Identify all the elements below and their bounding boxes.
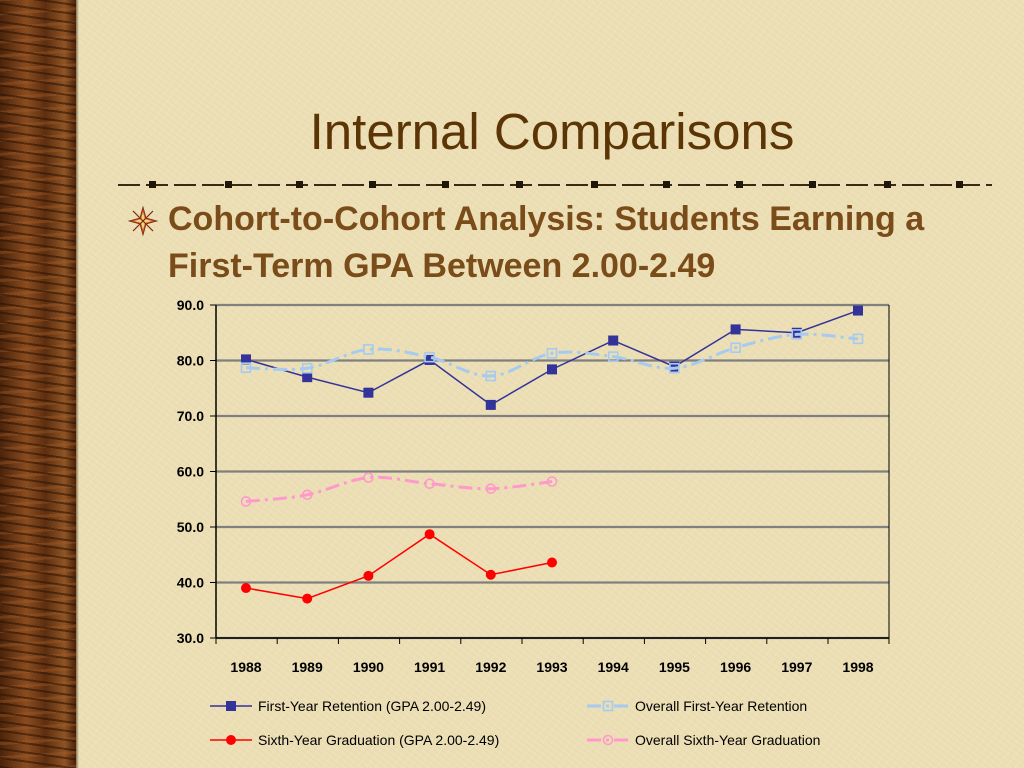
series-line-2	[245, 332, 859, 378]
y-tick-label: 50.0	[177, 519, 204, 535]
x-tick-label: 1998	[842, 659, 873, 675]
series-2-point	[730, 342, 741, 354]
series-2-point	[485, 370, 497, 382]
legend-marker	[226, 701, 236, 711]
series-4-point	[546, 476, 558, 487]
legend-marker	[602, 734, 614, 746]
compass-star-icon	[128, 206, 158, 236]
bullet-text: Cohort-to-Cohort Analysis: Students Earn…	[168, 200, 925, 285]
series-2-point	[240, 362, 252, 374]
series-1-point	[853, 305, 863, 316]
y-tick-label: 60.0	[177, 464, 204, 480]
x-tick-label: 1997	[781, 659, 812, 675]
legend-label: Sixth-Year Graduation (GPA 2.00-2.49)	[258, 732, 499, 748]
series-2-point	[424, 351, 435, 363]
wood-texture-sidebar	[0, 0, 76, 768]
x-tick-label: 1995	[659, 659, 690, 675]
series-3-point	[547, 557, 557, 568]
series-line-3	[245, 533, 553, 600]
series-2-point	[607, 351, 619, 362]
x-tick-label: 1994	[598, 659, 629, 675]
series-2-point	[669, 362, 680, 374]
series-2-point	[301, 362, 313, 374]
legend-label: Overall Sixth-Year Graduation	[635, 732, 820, 748]
series-1-point	[730, 324, 741, 335]
series-3-point	[302, 593, 313, 604]
series-line-4	[245, 475, 553, 503]
series-2-point	[363, 344, 374, 355]
series-1-point	[363, 387, 374, 398]
series-4-point	[363, 472, 374, 483]
x-tick-label: 1988	[230, 659, 261, 675]
legend-marker	[226, 735, 236, 745]
series-4-point	[240, 496, 252, 507]
series-3-point	[363, 570, 374, 581]
series-4-point	[424, 478, 435, 490]
y-tick-label: 30.0	[177, 630, 204, 646]
x-tick-label: 1992	[475, 659, 506, 675]
series-1-point	[485, 399, 496, 410]
x-tick-label: 1989	[292, 659, 323, 675]
series-3-point	[241, 583, 251, 594]
series-4-point	[485, 483, 497, 495]
decorative-divider	[118, 181, 992, 188]
series-2-point	[852, 333, 864, 345]
series-2-point	[791, 329, 803, 340]
x-tick-label: 1996	[720, 659, 751, 675]
y-tick-label: 70.0	[177, 408, 204, 424]
legend-label: First-Year Retention (GPA 2.00-2.49)	[258, 698, 486, 714]
series-3-point	[424, 529, 435, 540]
x-tick-label: 1991	[414, 659, 445, 675]
wood-shadow-edge	[76, 0, 79, 768]
series-1-point	[547, 364, 557, 375]
legend-marker	[602, 700, 614, 712]
y-tick-label: 40.0	[177, 575, 204, 591]
series-1-point	[608, 335, 619, 346]
x-tick-label: 1993	[536, 659, 567, 675]
slide-title: Internal Comparisons	[309, 103, 795, 160]
series-4-point	[301, 489, 313, 501]
x-tick-label: 1990	[353, 659, 384, 675]
legend-label: Overall First-Year Retention	[635, 698, 807, 714]
y-tick-label: 90.0	[177, 297, 204, 313]
series-3-point	[485, 569, 496, 580]
series-2-point	[546, 347, 558, 359]
y-tick-label: 80.0	[177, 353, 204, 369]
series-1-point	[302, 372, 313, 383]
